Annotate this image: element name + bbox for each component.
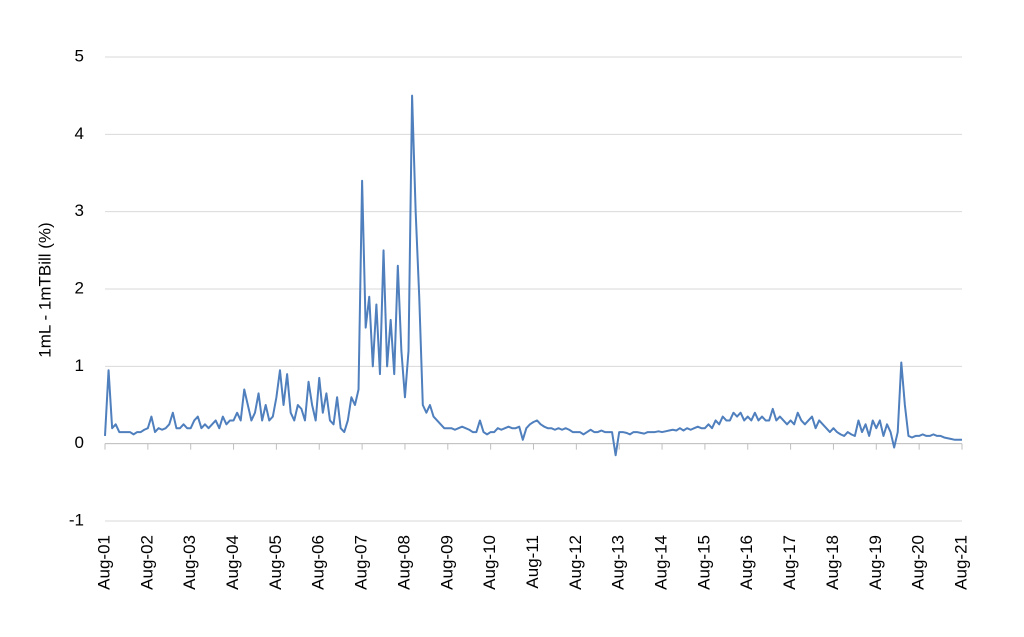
x-tick-label: Aug-03 [180, 535, 199, 590]
x-tick-label: Aug-06 [309, 535, 328, 590]
x-tick-label: Aug-20 [909, 535, 928, 590]
x-tick-label: Aug-08 [394, 535, 413, 590]
y-tick-label: 1 [75, 356, 84, 375]
line-series [104, 94, 962, 457]
x-tick-label: Aug-21 [951, 535, 970, 590]
y-tick-label: -1 [69, 510, 84, 529]
x-tick-label: Aug-04 [223, 535, 242, 590]
y-tick-label: 5 [75, 46, 84, 65]
x-tick-label: Aug-05 [266, 535, 285, 590]
x-tick-label: Aug-15 [694, 535, 713, 590]
x-tick-label: Aug-19 [866, 535, 885, 590]
x-tick-label: Aug-11 [523, 535, 542, 589]
x-tick-label: Aug-10 [480, 535, 499, 590]
x-tick-label: Aug-18 [823, 535, 842, 590]
x-tick-label: Aug-09 [437, 535, 456, 590]
x-tick-label: Aug-12 [566, 535, 585, 590]
y-tick-label: 3 [75, 201, 84, 220]
x-tick-label: Aug-07 [352, 535, 371, 590]
x-tick-label: Aug-16 [737, 535, 756, 590]
x-tick-label: Aug-14 [652, 535, 671, 590]
y-axis-label: 1mL - 1mTBill (%) [35, 222, 54, 357]
x-tick-label: Aug-17 [780, 535, 799, 590]
y-tick-label: 0 [75, 433, 84, 452]
x-tick-label: Aug-02 [137, 535, 156, 590]
x-tick-label: Aug-13 [609, 535, 628, 590]
x-tick-label: Aug-01 [94, 535, 113, 590]
y-tick-label: 2 [75, 278, 84, 297]
y-tick-label: 4 [75, 124, 84, 143]
